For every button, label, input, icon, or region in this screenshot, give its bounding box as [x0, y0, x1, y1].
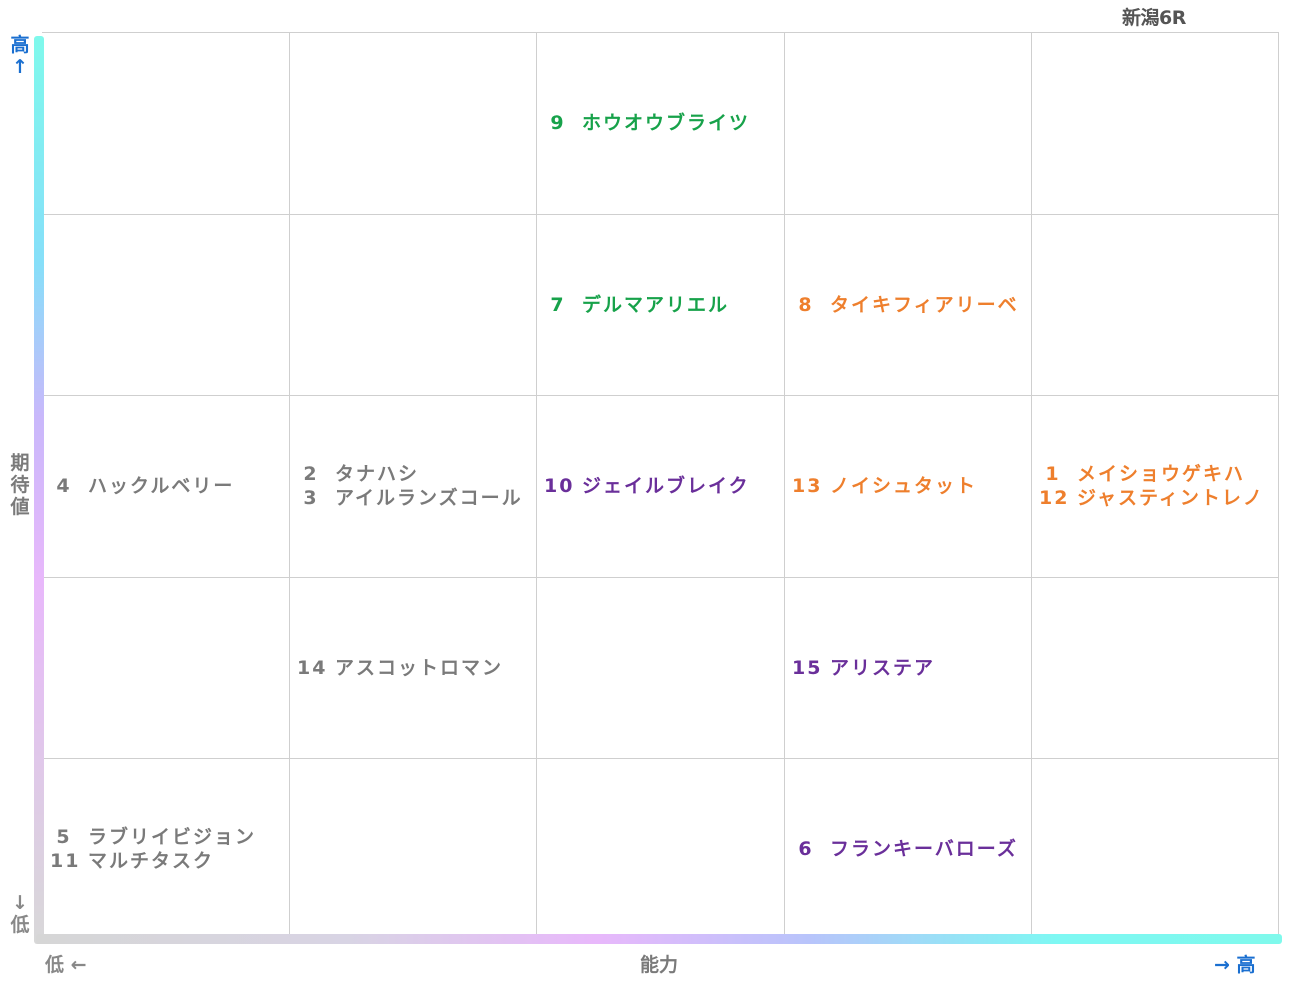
grid-line-horizontal [42, 214, 1279, 215]
grid-line-horizontal [42, 758, 1279, 759]
horse-number: 7 [550, 293, 566, 316]
horse-entry: 6 フランキーバローズ [792, 837, 1018, 861]
horse-number: 14 [297, 656, 328, 679]
horse-name: ジェイルブレイク [582, 475, 750, 497]
horse-name: タイキフィアリーベ [830, 293, 1019, 316]
chart-title: 新潟6R [1122, 7, 1186, 29]
grid-line-vertical [536, 32, 537, 939]
y-axis-low-label: ↓ 低 [8, 892, 32, 936]
horse-name: マルチタスク [88, 849, 215, 872]
horse-number: 4 [56, 475, 72, 497]
grid-line-vertical [784, 32, 785, 939]
grid-line-vertical [289, 32, 290, 939]
horse-name: タナハシ [335, 463, 420, 485]
horse-name: アイルランズコール [335, 487, 523, 509]
horse-name: ノイシュタット [830, 475, 978, 497]
horse-entry: 12 ジャスティントレノ [1039, 486, 1264, 510]
horse-number: 8 [798, 293, 814, 316]
y-axis-title: 期待値 [10, 452, 30, 518]
horse-number: 12 [1039, 487, 1070, 509]
horse-entry: 5 ラブリイビジョン [50, 825, 256, 849]
x-axis-gradient-bar [36, 934, 1282, 944]
horse-entry: 4 ハックルベリー [50, 474, 234, 498]
horse-entry: 9 ホウオウブライツ [544, 111, 750, 135]
horse-entry: 14 アスコットロマン [297, 656, 503, 680]
horse-number: 3 [303, 487, 319, 509]
horse-entry: 2 タナハシ [297, 462, 419, 486]
horse-name: ホウオウブライツ [582, 112, 751, 134]
horse-name: フランキーバローズ [830, 837, 1018, 860]
horse-number: 5 [56, 825, 72, 848]
horse-entry: 7 デルマアリエル [544, 293, 729, 317]
horse-entry: 10 ジェイルブレイク [544, 474, 750, 498]
grid-line-vertical [1031, 32, 1032, 939]
horse-entry: 1 メイショウゲキハ [1039, 462, 1245, 486]
chart-grid [42, 32, 1279, 939]
x-axis-low-label: 低 ← [45, 954, 87, 976]
horse-name: アリステア [830, 656, 936, 679]
horse-name: アスコットロマン [335, 656, 504, 679]
horse-number: 1 [1045, 463, 1061, 485]
x-axis-title: 能力 [640, 954, 679, 976]
grid-line-horizontal [42, 577, 1279, 578]
horse-number: 10 [544, 475, 575, 497]
y-axis-low-text: ↓ 低 [10, 892, 30, 936]
horse-number: 2 [303, 463, 319, 485]
y-axis-gradient-bar [34, 36, 44, 944]
horse-name: デルマアリエル [582, 293, 730, 316]
horse-number: 15 [792, 656, 823, 679]
horse-entry: 11 マルチタスク [50, 849, 214, 873]
horse-number: 6 [798, 837, 814, 860]
horse-number: 11 [50, 849, 81, 872]
horse-name: メイショウゲキハ [1077, 463, 1246, 485]
horse-entry: 3 アイルランズコール [297, 486, 523, 510]
y-axis-high-text: 高 ↑ [10, 34, 30, 78]
horse-name: ハックルベリー [88, 475, 235, 497]
horse-number: 9 [550, 112, 566, 134]
horse-name: ジャスティントレノ [1077, 487, 1264, 509]
grid-line-horizontal [42, 395, 1279, 396]
horse-name: ラブリイビジョン [88, 825, 257, 848]
horse-number: 13 [792, 475, 823, 497]
horse-entry: 15 アリステア [792, 656, 935, 680]
horse-entry: 13 ノイシュタット [792, 474, 977, 498]
x-axis-high-label: → 高 [1214, 954, 1256, 976]
horse-entry: 8 タイキフィアリーベ [792, 293, 1019, 317]
y-axis-high-label: 高 ↑ [8, 34, 32, 78]
